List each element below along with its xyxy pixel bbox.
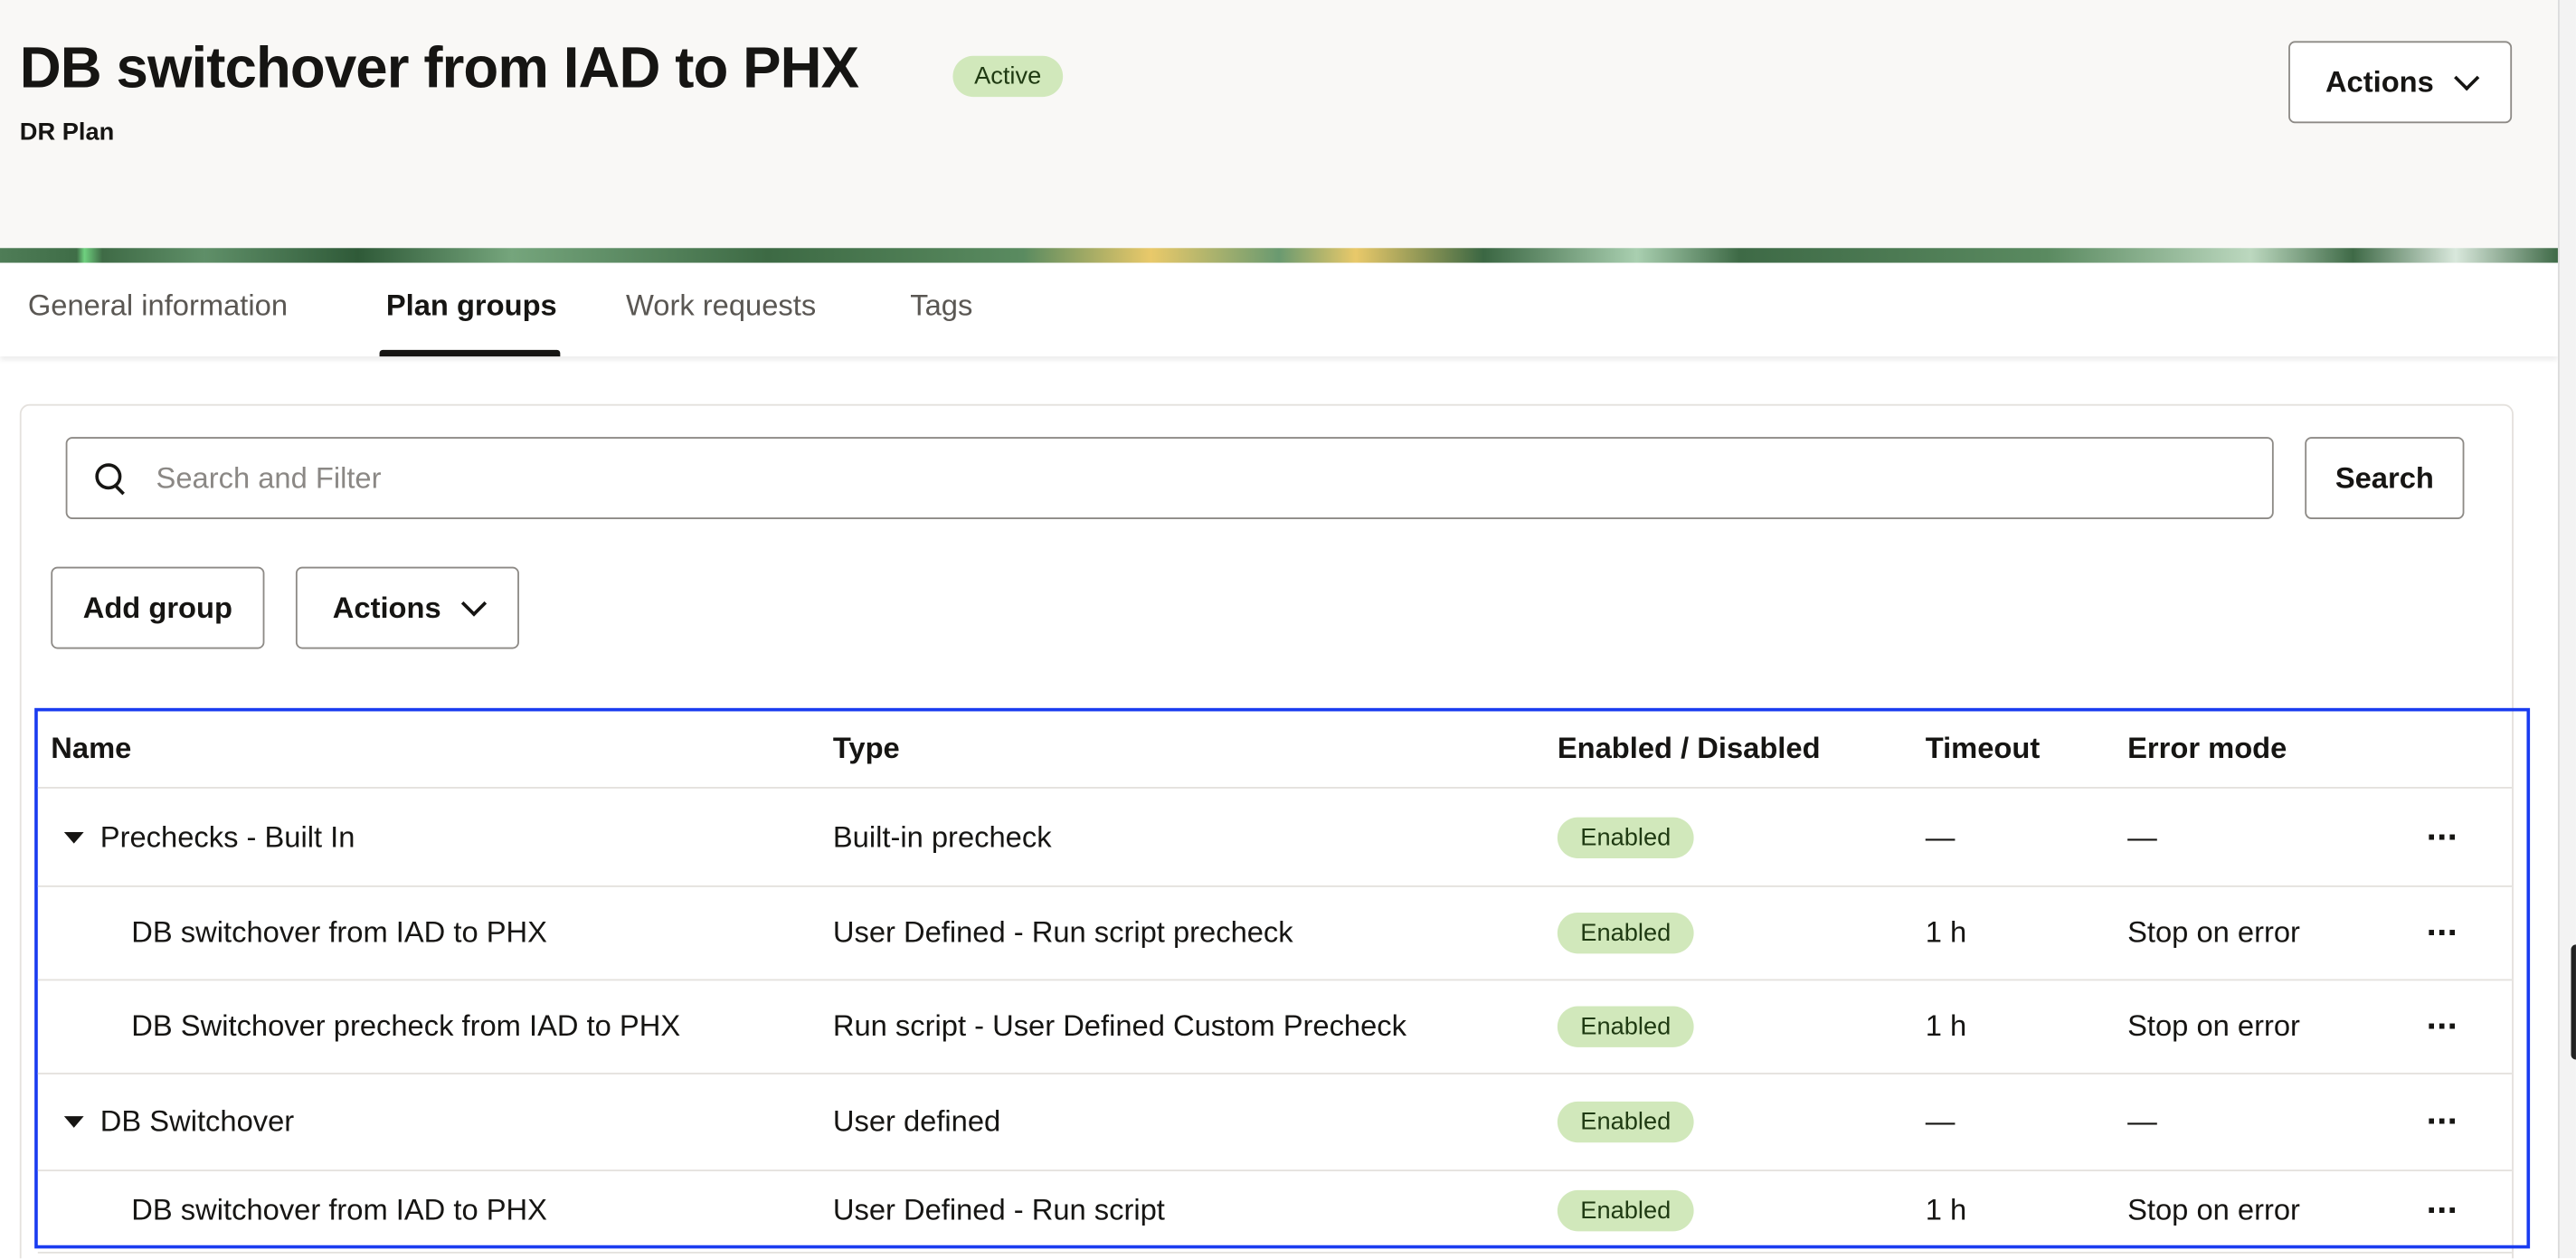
tab-bar: General information Plan groups Work req… bbox=[0, 262, 2558, 357]
enabled-badge: Enabled bbox=[1557, 1189, 1694, 1232]
name-text: DB Switchover bbox=[99, 1103, 295, 1137]
cell-name: Prechecks - Built In bbox=[63, 819, 355, 854]
caret-down-icon[interactable] bbox=[63, 832, 84, 845]
cell-name: DB switchover from IAD to PHX bbox=[131, 915, 547, 950]
enabled-badge: Enabled bbox=[1557, 1005, 1694, 1046]
header-actions-label: Actions bbox=[2325, 64, 2434, 99]
cell-timeout: 1 h bbox=[1925, 1193, 1967, 1226]
column-header-enabled: Enabled / Disabled bbox=[1557, 732, 1821, 765]
more-actions-icon[interactable]: ··· bbox=[2426, 1189, 2459, 1231]
actions-label: Actions bbox=[332, 590, 441, 624]
actions-menu-button[interactable]: Actions bbox=[295, 566, 519, 649]
cell-timeout: 1 h bbox=[1925, 1008, 1967, 1042]
table-row[interactable]: DB Switchover precheck from IAD to PHX Ru… bbox=[37, 980, 2513, 1074]
tab-general-information[interactable]: General information bbox=[27, 289, 289, 322]
name-text: DB Switchover precheck from IAD to PHX bbox=[131, 1008, 681, 1042]
scrollbar[interactable] bbox=[2557, 0, 2576, 1259]
table-group-row[interactable]: DB Switchover User defined Enabled — — ··· bbox=[37, 1073, 2513, 1172]
plan-groups-table: Name Type Enabled / Disabled Timeout Err… bbox=[34, 707, 2531, 1254]
cell-error-mode: — bbox=[2127, 1103, 2157, 1137]
status-badge: Active bbox=[952, 55, 1063, 98]
enabled-badge: Enabled bbox=[1557, 912, 1694, 953]
name-text: DB switchover from IAD to PHX bbox=[131, 914, 547, 949]
column-header-error-mode: Error mode bbox=[2127, 732, 2287, 765]
cell-type: User defined bbox=[832, 1103, 1001, 1137]
page-header: DB switchover from IAD to PHX Active DR … bbox=[0, 0, 2558, 249]
search-input[interactable] bbox=[152, 459, 2272, 497]
column-header-timeout: Timeout bbox=[1925, 732, 2041, 765]
column-header-name: Name bbox=[51, 732, 132, 765]
cell-error-mode: Stop on error bbox=[2127, 1008, 2300, 1042]
search-icon bbox=[94, 461, 140, 494]
tab-work-requests[interactable]: Work requests bbox=[626, 289, 817, 322]
header-actions-button[interactable]: Actions bbox=[2288, 41, 2513, 124]
cell-timeout: — bbox=[1925, 819, 1956, 853]
cell-name: DB Switchover precheck from IAD to PHX bbox=[131, 1008, 680, 1043]
add-group-button[interactable]: Add group bbox=[51, 566, 265, 649]
cell-error-mode: Stop on error bbox=[2127, 914, 2300, 949]
enabled-badge: Enabled bbox=[1557, 1100, 1694, 1142]
table-header-row: Name Type Enabled / Disabled Timeout Err… bbox=[37, 711, 2513, 789]
cell-type: Built-in precheck bbox=[832, 819, 1052, 853]
cell-name: DB Switchover bbox=[63, 1103, 295, 1139]
search-button[interactable]: Search bbox=[2305, 437, 2465, 519]
more-actions-icon[interactable]: ··· bbox=[2426, 1004, 2459, 1046]
caret-down-icon[interactable] bbox=[63, 1116, 84, 1129]
tab-plan-groups[interactable]: Plan groups bbox=[385, 289, 557, 322]
cell-type: User Defined - Run script precheck bbox=[832, 914, 1293, 949]
tab-tags[interactable]: Tags bbox=[910, 289, 973, 322]
table-row[interactable]: DB switchover from IAD to PHX User Define… bbox=[37, 1169, 2513, 1254]
chevron-down-icon bbox=[2453, 65, 2479, 91]
chevron-down-icon bbox=[459, 591, 487, 617]
plan-groups-panel bbox=[19, 403, 2514, 1259]
page-subtitle: DR Plan bbox=[19, 118, 115, 147]
cell-error-mode: Stop on error bbox=[2127, 1193, 2300, 1226]
cell-timeout: 1 h bbox=[1925, 914, 1967, 949]
more-actions-icon[interactable]: ··· bbox=[2426, 815, 2459, 857]
more-actions-icon[interactable]: ··· bbox=[2426, 1100, 2459, 1141]
table-group-row[interactable]: Prechecks - Built In Built-in precheck Ena… bbox=[37, 789, 2513, 887]
active-tab-indicator bbox=[379, 349, 561, 357]
search-field[interactable] bbox=[65, 437, 2274, 519]
table-row[interactable]: DB switchover from IAD to PHX User Define… bbox=[37, 885, 2513, 981]
decorative-banner bbox=[0, 248, 2558, 263]
cell-timeout: — bbox=[1925, 1103, 1956, 1137]
cell-error-mode: — bbox=[2127, 819, 2157, 853]
cell-type: Run script - User Defined Custom Prechec… bbox=[832, 1008, 1406, 1042]
cell-type: User Defined - Run script bbox=[832, 1193, 1165, 1226]
name-text: Prechecks - Built In bbox=[99, 819, 355, 853]
column-header-type: Type bbox=[832, 732, 900, 765]
enabled-badge: Enabled bbox=[1557, 816, 1694, 858]
scrollbar-thumb[interactable] bbox=[2571, 944, 2576, 1060]
name-text: DB switchover from IAD to PHX bbox=[131, 1193, 547, 1226]
cell-name: DB switchover from IAD to PHX bbox=[131, 1194, 547, 1228]
page-title: DB switchover from IAD to PHX bbox=[19, 35, 859, 100]
more-actions-icon[interactable]: ··· bbox=[2426, 911, 2459, 952]
